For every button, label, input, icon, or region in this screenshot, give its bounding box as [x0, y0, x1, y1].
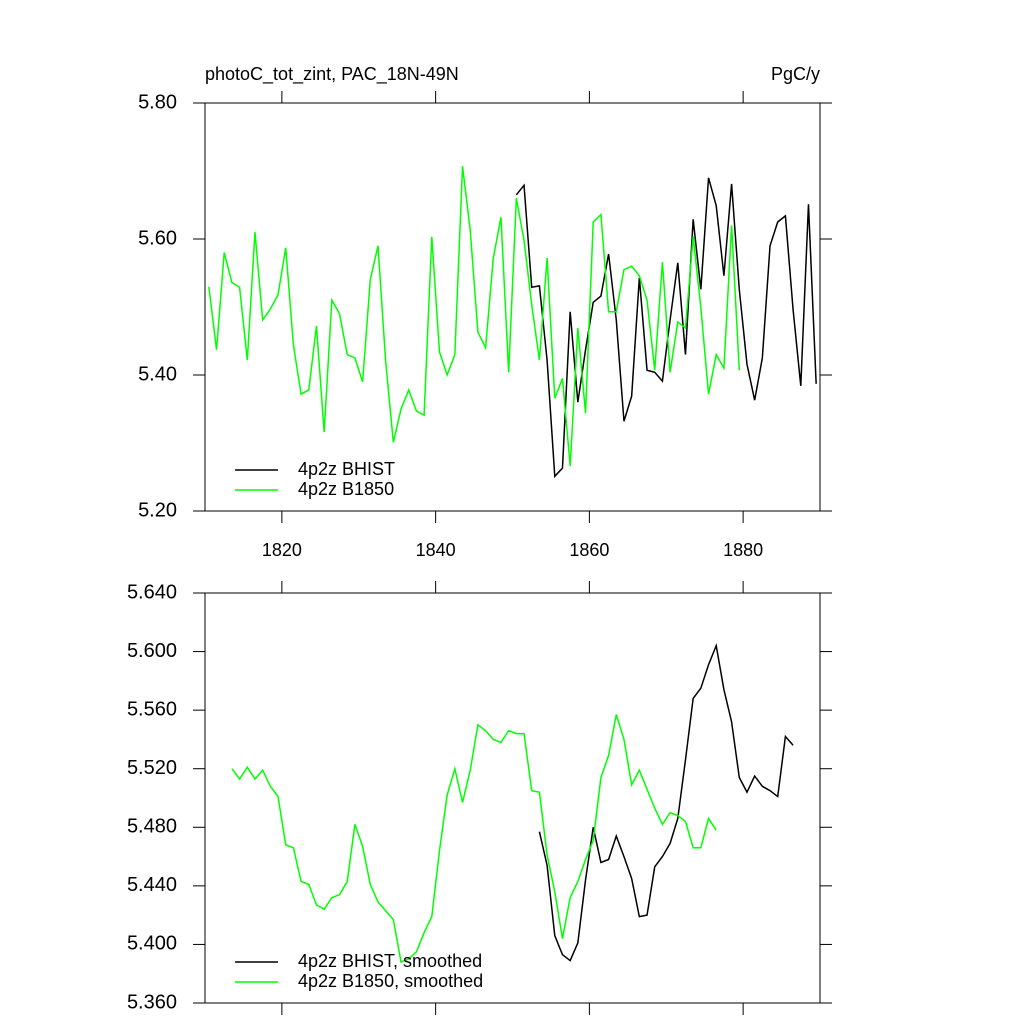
- y-tick-label: 5.560: [127, 698, 177, 720]
- y-tick-label: 5.400: [127, 933, 177, 955]
- data-line: [515, 177, 817, 479]
- data-line: [231, 714, 717, 964]
- x-tick-label: 1840: [416, 540, 456, 560]
- legend-label: 4p2z B1850, smoothed: [298, 971, 483, 991]
- x-tick-label: 1820: [262, 540, 302, 560]
- y-tick-label: 5.520: [127, 757, 177, 779]
- legend-label: 4p2z BHIST: [298, 459, 395, 479]
- data-line: [538, 642, 794, 962]
- units-label: PgC/y: [771, 64, 820, 84]
- y-tick-label: 5.640: [127, 581, 177, 603]
- x-tick-label: 1880: [723, 540, 763, 560]
- y-tick-label: 5.440: [127, 874, 177, 896]
- data-line: [208, 166, 741, 467]
- y-tick-label: 5.600: [127, 640, 177, 662]
- chart-title: photoC_tot_zint, PAC_18N-49N: [205, 64, 459, 85]
- plot-frame: [204, 592, 821, 1004]
- y-tick-label: 5.360: [127, 991, 177, 1013]
- y-tick-label: 5.60: [138, 227, 177, 249]
- plot-frame: [204, 102, 821, 512]
- legend-label: 4p2z BHIST, smoothed: [298, 951, 482, 971]
- y-tick-label: 5.80: [138, 91, 177, 113]
- y-tick-label: 5.40: [138, 363, 177, 385]
- x-tick-label: 1860: [569, 540, 609, 560]
- legend-label: 4p2z B1850: [298, 479, 394, 499]
- y-tick-label: 5.20: [138, 499, 177, 521]
- y-tick-label: 5.480: [127, 816, 177, 838]
